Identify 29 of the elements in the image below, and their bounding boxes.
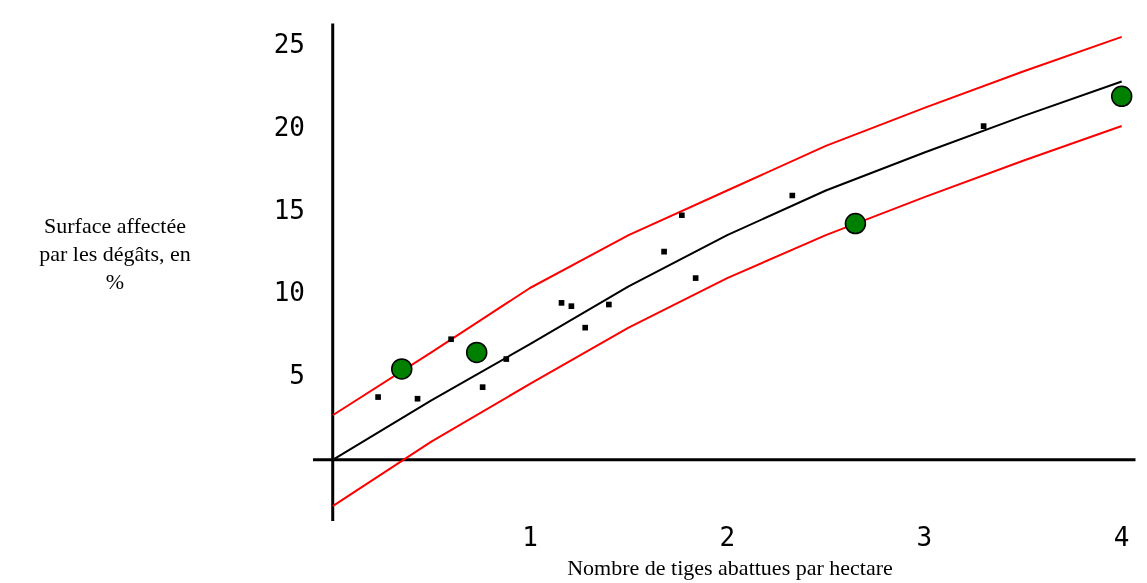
point [448,336,454,343]
point [582,324,589,331]
point [1110,85,1133,108]
point [558,300,565,306]
x-axis-title: Nombre de tiges abattues par hectare [566,555,894,581]
y-tick-label: 25 [273,29,305,60]
point [980,123,987,129]
y-tick-label: 20 [273,112,305,143]
y-tick-label: 15 [273,194,305,225]
point [414,395,421,402]
point [479,384,486,390]
point [391,358,413,380]
point [679,212,685,219]
point [503,356,510,362]
x-tick-label: 2 [719,522,736,553]
point [661,248,667,255]
y-axis-title: Surface affectée par les dégâts, en % [38,212,192,296]
point [465,341,488,364]
point [789,192,796,199]
point [844,212,867,235]
y-tick-label: 10 [273,277,305,308]
y-tick-label: 5 [289,359,305,390]
point [692,275,699,281]
point [568,303,575,310]
x-tick-label: 3 [916,522,933,553]
point [606,301,612,308]
x-tick-label: 1 [522,522,538,553]
x-tick-label: 4 [1113,522,1130,553]
point [375,394,381,400]
